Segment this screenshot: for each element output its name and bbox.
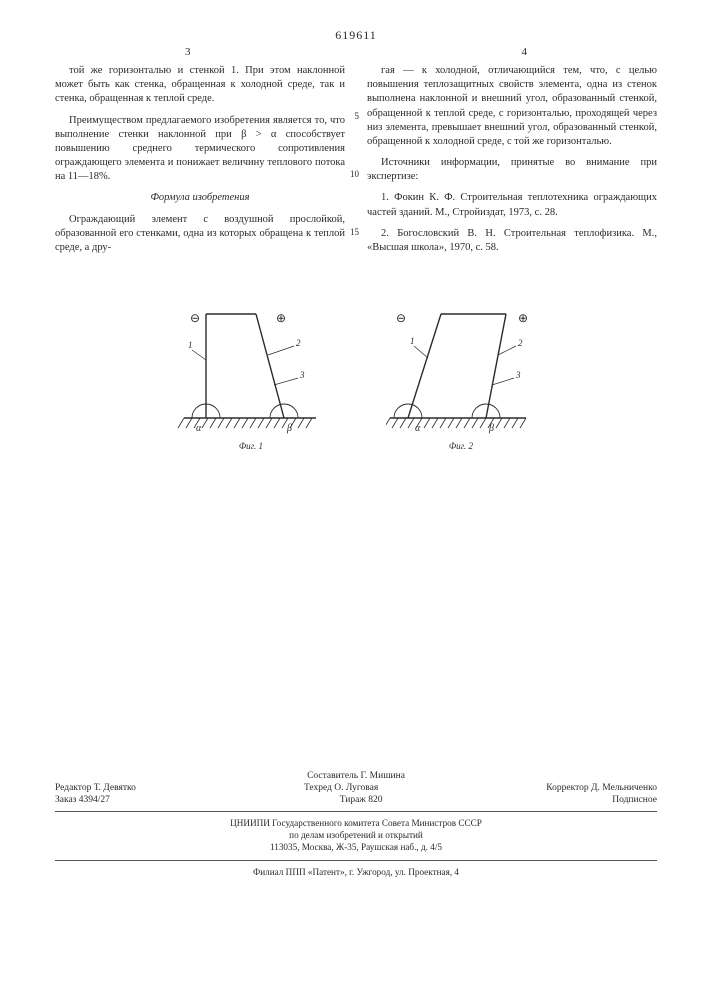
editor: Редактор Т. Девятко (55, 783, 136, 793)
svg-text:⊖: ⊖ (396, 311, 406, 325)
line-marker: 10 (350, 168, 359, 180)
org-block: ЦНИИПИ Государственного комитета Совета … (55, 818, 657, 879)
compiler: Составитель Г. Мишина (307, 771, 405, 781)
subscription: Подписное (612, 795, 657, 805)
col-right-no: 4 (522, 46, 528, 58)
svg-text:3: 3 (299, 370, 305, 380)
org1: ЦНИИПИ Государственного комитета Совета … (55, 818, 657, 830)
svg-text:β: β (286, 423, 292, 434)
svg-text:3: 3 (515, 370, 521, 380)
fig2-svg: α β ⊖ ⊕ 1 2 3 (386, 300, 536, 440)
line-marker: 15 (350, 226, 359, 238)
svg-text:⊕: ⊕ (518, 311, 528, 325)
right-p1: гая — к холодной, отличающийся тем, что,… (367, 64, 657, 149)
sources-heading: Источники информации, принятые во вниман… (367, 156, 657, 184)
source-1: 1. Фокин К. Ф. Строительная теплотехника… (367, 191, 657, 219)
column-numbers: 3 4 (55, 46, 657, 58)
svg-text:α: α (196, 423, 202, 434)
divider (55, 811, 657, 812)
svg-text:2: 2 (296, 338, 301, 348)
svg-text:1: 1 (410, 336, 415, 346)
line-marker: 5 (355, 110, 360, 122)
svg-text:α: α (415, 423, 421, 434)
figure-2: α β ⊖ ⊕ 1 2 3 Фиг. 2 (386, 300, 536, 451)
order-no: Заказ 4394/27 (55, 795, 110, 805)
figure-1: α β ⊖ ⊕ 1 2 3 Фиг. 1 (176, 300, 326, 451)
left-p3: Ограждающий элемент с воздушной прослойк… (55, 213, 345, 256)
org2: по делам изобретений и открытий (55, 830, 657, 842)
patent-page: 619611 3 4 той же горизонталью и стенкой… (0, 0, 707, 899)
text-columns: той же горизонталью и стенкой 1. При это… (55, 64, 657, 262)
svg-text:1: 1 (188, 340, 193, 350)
divider (55, 860, 657, 861)
fig1-label: Фиг. 1 (176, 441, 326, 451)
svg-text:⊖: ⊖ (190, 311, 200, 325)
col-left-no: 3 (185, 46, 191, 58)
left-p2: Преимуществом предлагаемого изобретения … (55, 114, 345, 185)
svg-text:2: 2 (518, 338, 523, 348)
svg-text:⊕: ⊕ (276, 311, 286, 325)
footer: Составитель Г. Мишина Редактор Т. Девятк… (55, 771, 657, 879)
svg-text:β: β (488, 423, 494, 434)
fig2-label: Фиг. 2 (386, 441, 536, 451)
addr2: Филиал ППП «Патент», г. Ужгород, ул. Про… (55, 867, 657, 879)
fig1-svg: α β ⊖ ⊕ 1 2 3 (176, 300, 326, 440)
left-p1: той же горизонталью и стенкой 1. При это… (55, 64, 345, 107)
right-column: гая — к холодной, отличающийся тем, что,… (367, 64, 657, 262)
addr1: 113035, Москва, Ж-35, Раушская наб., д. … (55, 842, 657, 854)
formula-heading: Формула изобретения (55, 191, 345, 205)
tirazh: Тираж 820 (340, 795, 383, 805)
doc-number: 619611 (55, 28, 657, 43)
corrector: Корректор Д. Мельниченко (546, 783, 657, 793)
figures-row: α β ⊖ ⊕ 1 2 3 Фиг. 1 α β ⊖ ⊕ 1 2 3 Фиг. 2 (55, 300, 657, 451)
left-column: той же горизонталью и стенкой 1. При это… (55, 64, 345, 262)
source-2: 2. Богословский В. Н. Строительная тепло… (367, 227, 657, 255)
tech-editor: Техред О. Луговая (304, 783, 378, 793)
